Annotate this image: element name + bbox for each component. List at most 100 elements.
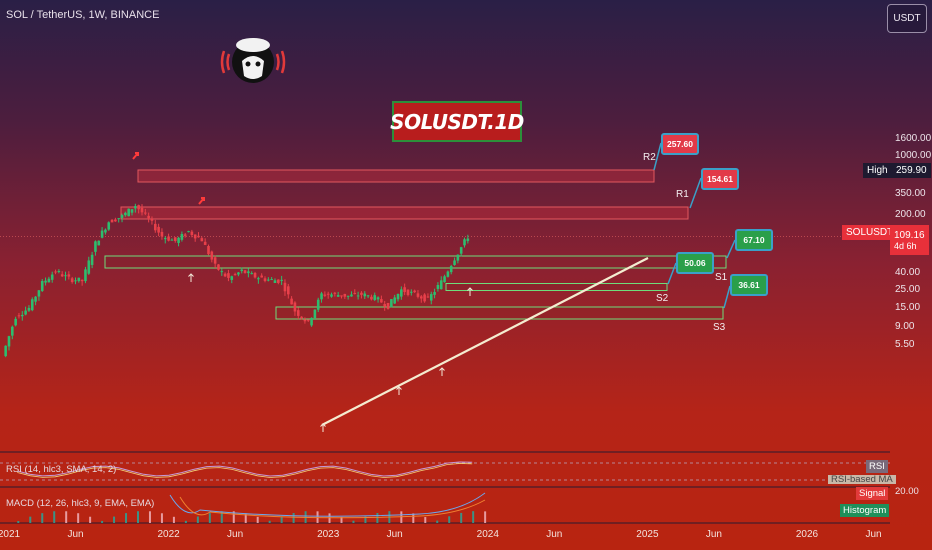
level-value-s3: 36.61 bbox=[730, 274, 768, 296]
symbol-header[interactable]: SOL / TetherUS, 1W, BINANCE bbox=[6, 9, 160, 21]
candle-body bbox=[433, 292, 436, 295]
candle-body bbox=[160, 231, 164, 237]
level-name-r1: R1 bbox=[676, 189, 689, 200]
candle-body bbox=[316, 299, 320, 310]
time-tick-label: 2022 bbox=[157, 529, 180, 540]
bar-countdown: 4d 6h bbox=[894, 240, 917, 251]
candle-body bbox=[326, 293, 330, 295]
candle-body bbox=[277, 279, 280, 283]
candle-body bbox=[303, 319, 307, 322]
candle-body bbox=[390, 299, 393, 308]
rsi-ma-button[interactable]: RSI-based MA bbox=[828, 475, 896, 484]
candle-body bbox=[300, 316, 303, 319]
candle-body bbox=[330, 294, 333, 297]
rsi-button[interactable]: RSI bbox=[866, 460, 888, 473]
price-tick-label: 25.00 bbox=[895, 283, 921, 295]
down-arrow-icon bbox=[198, 197, 205, 205]
candle-body bbox=[439, 280, 443, 290]
time-tick-label: Jun bbox=[546, 529, 563, 540]
support-trendline bbox=[321, 257, 649, 426]
candle-body bbox=[396, 293, 400, 300]
candle-body bbox=[380, 299, 383, 303]
level-value-r2: 257.60 bbox=[661, 133, 699, 155]
candle-body bbox=[373, 295, 377, 300]
candle-body bbox=[280, 279, 283, 281]
candle-body bbox=[200, 238, 204, 242]
candle-body bbox=[150, 219, 154, 221]
candle-body bbox=[114, 219, 117, 222]
candle-body bbox=[30, 299, 34, 311]
macd-line bbox=[169, 492, 486, 517]
macd-legend[interactable]: MACD (12, 26, hlc3, 9, EMA, EMA) bbox=[6, 498, 155, 509]
level-zone-r2 bbox=[137, 169, 655, 183]
macd-histogram-bar bbox=[484, 511, 487, 523]
price-tick-label: 40.00 bbox=[895, 266, 921, 278]
candle-body bbox=[120, 215, 124, 218]
candle-body bbox=[14, 318, 17, 326]
candle-body bbox=[90, 254, 94, 265]
symbol-tag: SOLUSDT bbox=[842, 225, 898, 240]
candle-body bbox=[363, 293, 367, 297]
price-tick-label: 5.50 bbox=[895, 338, 915, 350]
signal-button[interactable]: Signal bbox=[856, 487, 889, 500]
candle-body bbox=[127, 208, 130, 217]
high-tag-label: High bbox=[867, 165, 888, 176]
candle-body bbox=[134, 206, 137, 209]
candle-body bbox=[97, 240, 101, 246]
candle-body bbox=[453, 260, 456, 265]
candle-body bbox=[343, 293, 347, 297]
price-tick-label: 200.00 bbox=[895, 208, 926, 220]
macd-histogram-bar bbox=[340, 516, 343, 523]
macd-histogram-bar bbox=[268, 520, 271, 523]
candle-body bbox=[87, 260, 91, 274]
level-value-s2: 50.06 bbox=[676, 252, 714, 274]
candle-body bbox=[323, 294, 327, 296]
candle-body bbox=[147, 215, 150, 219]
candle-body bbox=[24, 310, 27, 315]
candle-body bbox=[153, 223, 157, 231]
level-zone-s3 bbox=[275, 306, 724, 320]
candle-body bbox=[466, 238, 470, 242]
chart-title-badge: SOLUSDT.1D bbox=[390, 101, 524, 142]
macd-histogram-bar bbox=[184, 520, 187, 523]
high-tag-value: 259.90 bbox=[896, 165, 927, 176]
candle-body bbox=[426, 296, 430, 298]
candle-body bbox=[107, 222, 111, 230]
time-tick-label: 2023 bbox=[317, 529, 340, 540]
candle-body bbox=[310, 317, 313, 326]
candle-body bbox=[260, 275, 263, 278]
macd-histogram-bar bbox=[244, 513, 247, 523]
candle-body bbox=[67, 274, 71, 277]
candle-body bbox=[416, 293, 420, 297]
candle-body bbox=[183, 234, 187, 236]
up-arrow-icon bbox=[320, 423, 326, 432]
candle-body bbox=[173, 237, 177, 241]
macd-histogram-bar bbox=[53, 511, 56, 523]
candle-body bbox=[436, 284, 440, 289]
price-tick-label: 9.00 bbox=[895, 320, 915, 332]
candle-body bbox=[423, 294, 426, 302]
macd-histogram-bar bbox=[17, 521, 20, 523]
price-tick-label: 1600.00 bbox=[895, 133, 932, 145]
macd-histogram-bar bbox=[101, 520, 104, 523]
candle-body bbox=[286, 286, 290, 295]
candle-body bbox=[104, 229, 107, 233]
up-arrow-icon bbox=[467, 287, 473, 296]
candle-body bbox=[20, 314, 24, 317]
currency-button[interactable]: USDT bbox=[887, 4, 927, 33]
rsi-legend[interactable]: RSI (14, hlc3, SMA, 14, 2) bbox=[6, 464, 117, 475]
mascot-logo bbox=[220, 38, 286, 83]
histogram-button[interactable]: Histogram bbox=[840, 504, 890, 517]
candle-body bbox=[366, 295, 370, 297]
macd-histogram-bar bbox=[472, 511, 475, 523]
candle-body bbox=[94, 241, 97, 252]
macd-histogram-bar bbox=[352, 520, 355, 523]
candle-body bbox=[110, 219, 114, 223]
candle-body bbox=[34, 296, 37, 302]
candle-body bbox=[463, 239, 466, 246]
high-tag: High bbox=[863, 163, 892, 178]
candle-body bbox=[190, 231, 194, 236]
candle-body bbox=[54, 271, 57, 273]
candle-body bbox=[376, 297, 380, 300]
